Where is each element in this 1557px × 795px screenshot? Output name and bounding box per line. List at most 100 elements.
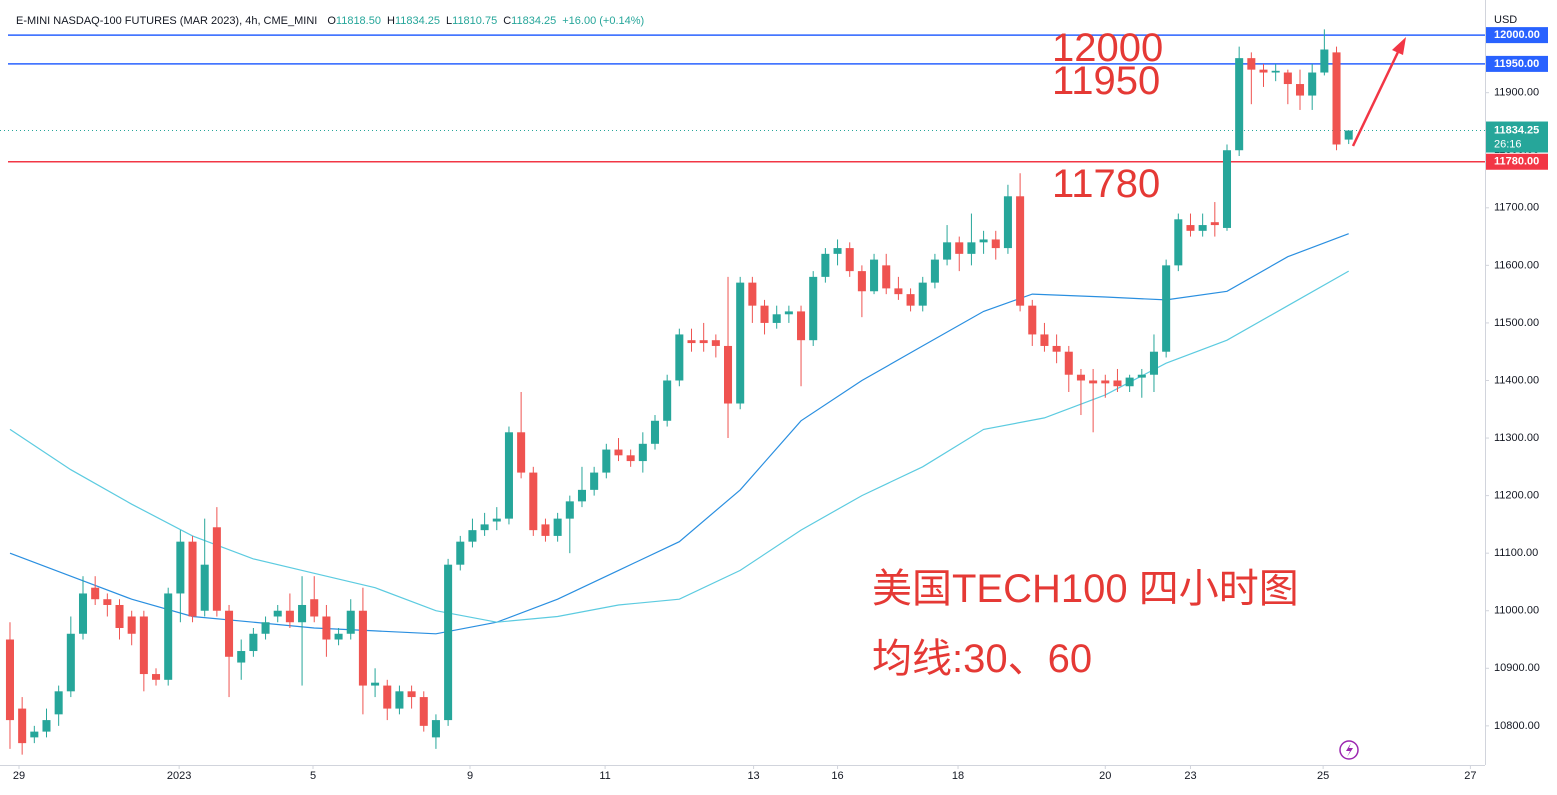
candle-body: [918, 282, 927, 306]
candle-body: [943, 242, 952, 260]
annotation: 11950: [1052, 59, 1160, 103]
event-icon[interactable]: [1339, 740, 1359, 760]
candle-body: [870, 259, 879, 292]
countdown-label: 26:16: [1494, 138, 1522, 150]
x-tick-label: 20: [1099, 770, 1111, 782]
candle-body: [115, 604, 124, 629]
candle-body: [164, 593, 173, 680]
candle-body: [565, 501, 574, 519]
candle-body: [54, 691, 63, 715]
candle-body: [1186, 225, 1195, 231]
candle-body: [285, 610, 294, 623]
candle-body: [419, 697, 428, 726]
candle-body: [760, 305, 769, 323]
event-icon-bolt: [1346, 743, 1353, 757]
candle-body: [78, 593, 88, 634]
candle-body: [882, 265, 891, 289]
candle-body: [468, 530, 477, 542]
candle-body: [1101, 380, 1110, 384]
candle-body: [176, 541, 185, 594]
annotation: 12000: [1052, 26, 1163, 70]
arrow-line: [1351, 51, 1400, 147]
price-box-label: 11950.00: [1494, 58, 1539, 70]
candle-body: [809, 276, 818, 341]
ohlc-key: C: [503, 15, 511, 27]
candle-body: [1320, 49, 1329, 73]
x-tick-label: 13: [747, 770, 759, 782]
candle-body: [1222, 150, 1232, 228]
candle-body: [687, 340, 696, 344]
candle-body: [626, 455, 635, 462]
candle-body: [200, 564, 209, 611]
x-tick-label: 18: [952, 770, 964, 782]
x-tick-label: 25: [1317, 770, 1329, 782]
candle-body: [517, 432, 526, 473]
candle-body: [42, 720, 51, 732]
candle-body: [346, 610, 355, 634]
candle-body: [602, 449, 611, 473]
last-price-box: [1486, 121, 1548, 153]
candle-body: [529, 472, 538, 531]
annotation: 均线:30、60: [872, 637, 1092, 681]
ohlc-key: L: [446, 15, 452, 27]
candle-body: [371, 682, 380, 686]
candle-body: [1174, 219, 1183, 266]
candle-body: [188, 541, 197, 617]
candle-body: [1295, 84, 1305, 96]
candle-body: [261, 622, 270, 634]
candle-body: [541, 524, 550, 536]
candle-body: [456, 541, 465, 565]
candle-body: [18, 708, 27, 744]
ohlc-key: O: [327, 15, 336, 27]
candle-body: [1028, 305, 1037, 335]
y-tick-label: 11600.00: [1494, 259, 1539, 271]
moving-average-line: [9, 233, 1349, 635]
x-tick-label: 2023: [167, 770, 191, 782]
candle-body: [772, 314, 781, 323]
annotation: 美国TECH100 四小时图: [872, 567, 1299, 611]
candle-body: [663, 380, 672, 421]
y-tick-label: 11300.00: [1494, 432, 1539, 444]
candle-body: [1052, 345, 1061, 352]
candle-body: [237, 651, 246, 663]
moving-average-line: [9, 270, 1349, 623]
price-box-label: 12000.00: [1494, 29, 1540, 41]
candle-body: [699, 340, 708, 344]
candle-body: [906, 294, 915, 306]
candle-body: [1247, 58, 1256, 70]
candle-body: [784, 311, 793, 315]
x-tick-label: 27: [1464, 770, 1476, 782]
candle-body: [1016, 196, 1025, 306]
candle-body: [1149, 351, 1158, 375]
candle-body: [857, 271, 866, 292]
ohlc-key: H: [387, 15, 395, 27]
candle-body: [103, 599, 112, 605]
ohlc-value: 11834.25: [511, 15, 556, 27]
candle-body: [225, 610, 234, 657]
candle-body: [650, 420, 660, 444]
y-tick-label: 11100.00: [1494, 547, 1538, 559]
candle-body: [979, 239, 988, 243]
candle-body: [1113, 380, 1122, 387]
y-tick-label: 11000.00: [1494, 605, 1539, 617]
price-box: [1486, 27, 1548, 44]
candle-body: [30, 731, 39, 738]
x-tick-label: 9: [467, 770, 473, 782]
candle-body: [614, 449, 623, 456]
plot-area: E-MINI NASDAQ-100 FUTURES (MAR 2023), 4h…: [0, 14, 1548, 782]
candle-body: [310, 599, 319, 617]
candle-body: [833, 248, 842, 254]
x-tick-label: 29: [13, 770, 25, 782]
candle-body: [821, 253, 830, 277]
candle-body: [1089, 380, 1098, 384]
candle-body: [5, 639, 14, 721]
x-tick-label: 5: [310, 770, 316, 782]
candle-body: [504, 432, 513, 519]
candle-body: [955, 242, 964, 254]
candle-body: [298, 604, 307, 623]
candle-body: [1332, 52, 1341, 145]
candle-body: [1308, 72, 1317, 96]
overlay: [1339, 37, 1406, 760]
